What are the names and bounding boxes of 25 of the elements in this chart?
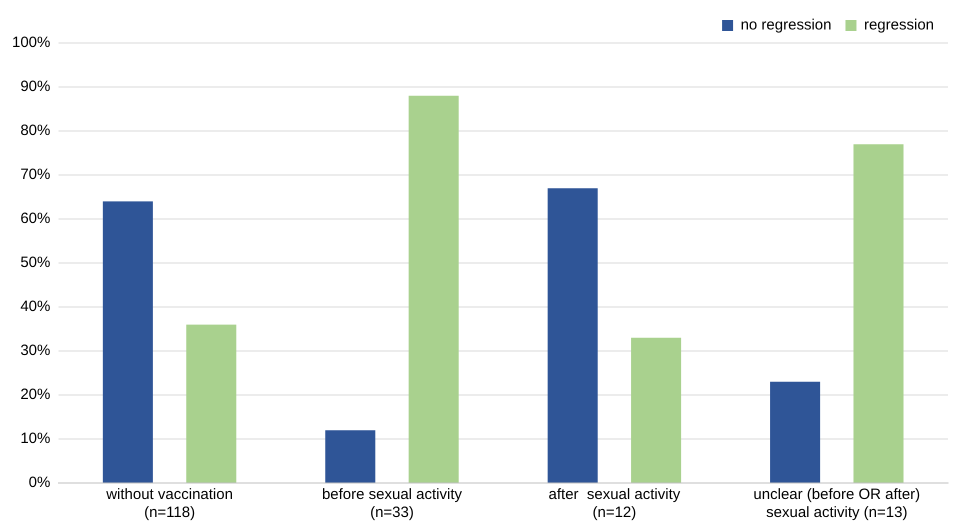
bar (408, 96, 459, 482)
legend-label: no regression (740, 16, 832, 34)
x-tick-label: before sexual activity (n=33) (322, 486, 463, 522)
y-tick-label: 60% (20, 210, 50, 228)
y-tick-label: 80% (20, 122, 50, 140)
y-tick-label: 10% (20, 430, 50, 448)
y-tick-label: 100% (12, 34, 50, 52)
bar (102, 201, 153, 482)
bar (325, 430, 376, 482)
y-tick-label: 30% (20, 342, 50, 360)
bar (186, 324, 236, 482)
x-tick-label: after sexual activity (n=12) (548, 486, 681, 522)
y-tick-label: 40% (20, 298, 50, 316)
legend-label: regression (864, 16, 934, 34)
x-tick-label: unclear (before OR after) sexual activity (n=13) (753, 486, 920, 522)
y-tick-label: 20% (20, 386, 50, 404)
bar (770, 382, 820, 482)
y-tick-label: 50% (20, 254, 50, 272)
y-tick-label: 0% (28, 474, 50, 492)
y-tick-label: 70% (20, 166, 50, 184)
bar (631, 338, 682, 482)
bar (853, 144, 904, 482)
x-tick-label: without vaccination (n=118) (105, 486, 233, 522)
bar (548, 188, 598, 482)
y-tick-label: 90% (20, 78, 50, 96)
